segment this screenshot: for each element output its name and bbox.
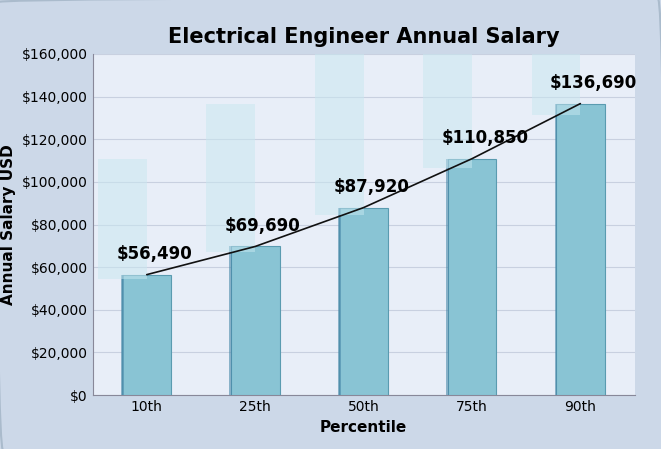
- Text: $136,690: $136,690: [550, 74, 637, 92]
- Bar: [122, 275, 171, 395]
- Bar: [121, 275, 124, 395]
- X-axis label: Percentile: Percentile: [320, 419, 407, 435]
- Bar: [231, 247, 280, 395]
- Bar: [339, 207, 388, 395]
- Text: $87,920: $87,920: [333, 178, 409, 196]
- Bar: [447, 158, 496, 395]
- Bar: [98, 159, 147, 279]
- Text: $69,690: $69,690: [225, 217, 301, 235]
- Text: $110,850: $110,850: [442, 129, 529, 147]
- Bar: [446, 158, 449, 395]
- Title: Electrical Engineer Annual Salary: Electrical Engineer Annual Salary: [168, 27, 559, 47]
- Bar: [206, 104, 255, 252]
- Bar: [555, 104, 557, 395]
- Text: $56,490: $56,490: [116, 245, 192, 263]
- Y-axis label: Annual Salary USD: Annual Salary USD: [1, 144, 16, 305]
- Bar: [229, 247, 232, 395]
- Bar: [423, 0, 472, 168]
- Bar: [556, 104, 605, 395]
- Bar: [315, 27, 364, 215]
- Bar: [338, 207, 340, 395]
- Bar: [531, 0, 580, 115]
